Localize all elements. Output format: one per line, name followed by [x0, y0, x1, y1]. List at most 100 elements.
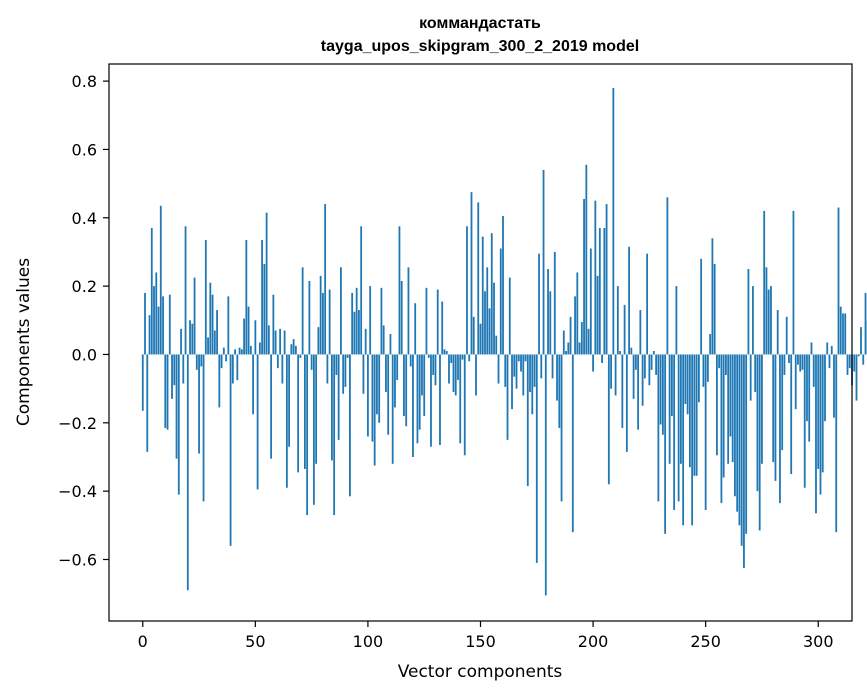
bar — [153, 286, 155, 355]
bar — [274, 330, 277, 355]
bar — [342, 354, 345, 394]
bar — [265, 212, 268, 355]
bar — [603, 228, 606, 355]
bar — [571, 354, 574, 533]
bar — [430, 354, 432, 447]
bar — [700, 258, 703, 355]
bar — [727, 354, 730, 464]
bar — [815, 354, 817, 514]
bar — [256, 354, 259, 490]
bar — [720, 354, 723, 504]
bar — [707, 354, 709, 382]
bar — [848, 354, 851, 369]
bar — [682, 354, 685, 526]
bar — [236, 354, 239, 381]
bar — [333, 354, 336, 516]
bar — [659, 354, 662, 425]
bar — [294, 345, 297, 355]
bar — [405, 354, 408, 427]
bar — [576, 272, 579, 355]
bar — [598, 228, 601, 355]
bar — [346, 354, 349, 358]
bar — [168, 294, 171, 355]
bar — [797, 354, 799, 365]
bar — [452, 354, 455, 393]
bar — [434, 354, 437, 386]
bar — [493, 282, 495, 355]
bar — [285, 354, 288, 488]
bar — [171, 354, 173, 399]
bar — [351, 292, 354, 355]
bar — [324, 204, 327, 355]
bar — [736, 354, 739, 512]
bar — [472, 316, 475, 355]
bar — [416, 354, 419, 444]
bar — [191, 323, 194, 355]
bar — [763, 210, 766, 355]
bar — [186, 354, 189, 591]
bar — [684, 354, 687, 405]
bar — [360, 226, 363, 355]
bar — [641, 354, 644, 406]
bar — [243, 318, 245, 355]
bar — [661, 354, 664, 435]
bar — [337, 354, 340, 440]
bar — [321, 292, 324, 355]
bar — [387, 354, 390, 435]
bar — [652, 351, 655, 355]
bar — [511, 354, 513, 410]
bar — [520, 354, 522, 372]
x-tick-label: 200 — [578, 632, 609, 651]
bar — [391, 354, 394, 464]
bar — [441, 301, 444, 355]
bar — [844, 313, 847, 355]
bar — [758, 354, 761, 531]
bar — [819, 354, 822, 495]
bar — [157, 306, 160, 355]
bar — [267, 325, 270, 355]
bar — [459, 354, 462, 444]
bar — [328, 289, 331, 355]
bar — [664, 354, 667, 534]
bar — [621, 354, 624, 428]
bar — [506, 354, 509, 440]
bar — [625, 354, 628, 452]
bar — [855, 354, 858, 401]
bar — [155, 272, 158, 355]
bar — [306, 354, 309, 516]
bar — [380, 287, 383, 355]
bar — [677, 354, 680, 502]
bar — [184, 226, 187, 355]
bar — [556, 354, 558, 401]
bar — [686, 354, 689, 415]
bar — [378, 354, 381, 423]
bar — [362, 354, 365, 394]
bar — [752, 286, 754, 355]
bar — [166, 354, 169, 430]
bar — [803, 354, 806, 488]
bar — [826, 342, 829, 355]
bar — [578, 342, 581, 355]
bar — [382, 325, 385, 355]
x-tick-label: 0 — [138, 632, 148, 651]
plot-area-frame — [108, 63, 853, 622]
bar — [542, 169, 545, 355]
bar — [141, 354, 144, 411]
bar — [249, 345, 252, 355]
bar — [245, 239, 248, 355]
y-axis-ticks: −0.6 −0.4 −0.2 0.0 0.2 0.4 0.6 0.8 — [58, 72, 109, 569]
bar — [776, 310, 779, 355]
bar — [364, 328, 367, 355]
bar — [515, 354, 518, 389]
bar — [303, 354, 306, 469]
bar — [497, 354, 500, 384]
bar — [461, 354, 464, 360]
bar — [421, 354, 423, 396]
bar — [799, 354, 802, 372]
bar — [193, 277, 196, 355]
bar — [479, 323, 482, 355]
bar — [693, 354, 696, 476]
bar — [335, 354, 338, 375]
bar — [632, 354, 635, 399]
